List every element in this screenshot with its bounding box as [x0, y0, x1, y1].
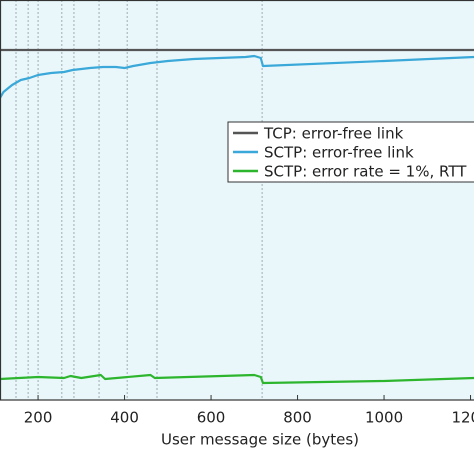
x-tick-label: 1200 — [451, 409, 474, 427]
plot-background — [0, 0, 474, 400]
series-line — [0, 54, 474, 99]
x-axis-label: User message size (bytes) — [161, 431, 359, 449]
x-tick-label: 200 — [24, 409, 53, 427]
legend-box — [227, 121, 474, 183]
plot-frame — [0, 0, 474, 401]
legend-label: SCTP: error rate = 1%, RTT — [264, 163, 467, 181]
plot-layer — [0, 0, 474, 400]
x-tick-label: 800 — [283, 409, 312, 427]
x-tick-label: 1000 — [365, 409, 403, 427]
legend-label: TCP: error-free link — [263, 125, 404, 143]
legend-label: SCTP: error-free link — [264, 144, 414, 162]
x-tick-label: 600 — [197, 409, 226, 427]
x-tick-label: 400 — [110, 409, 139, 427]
series-line — [0, 373, 474, 385]
